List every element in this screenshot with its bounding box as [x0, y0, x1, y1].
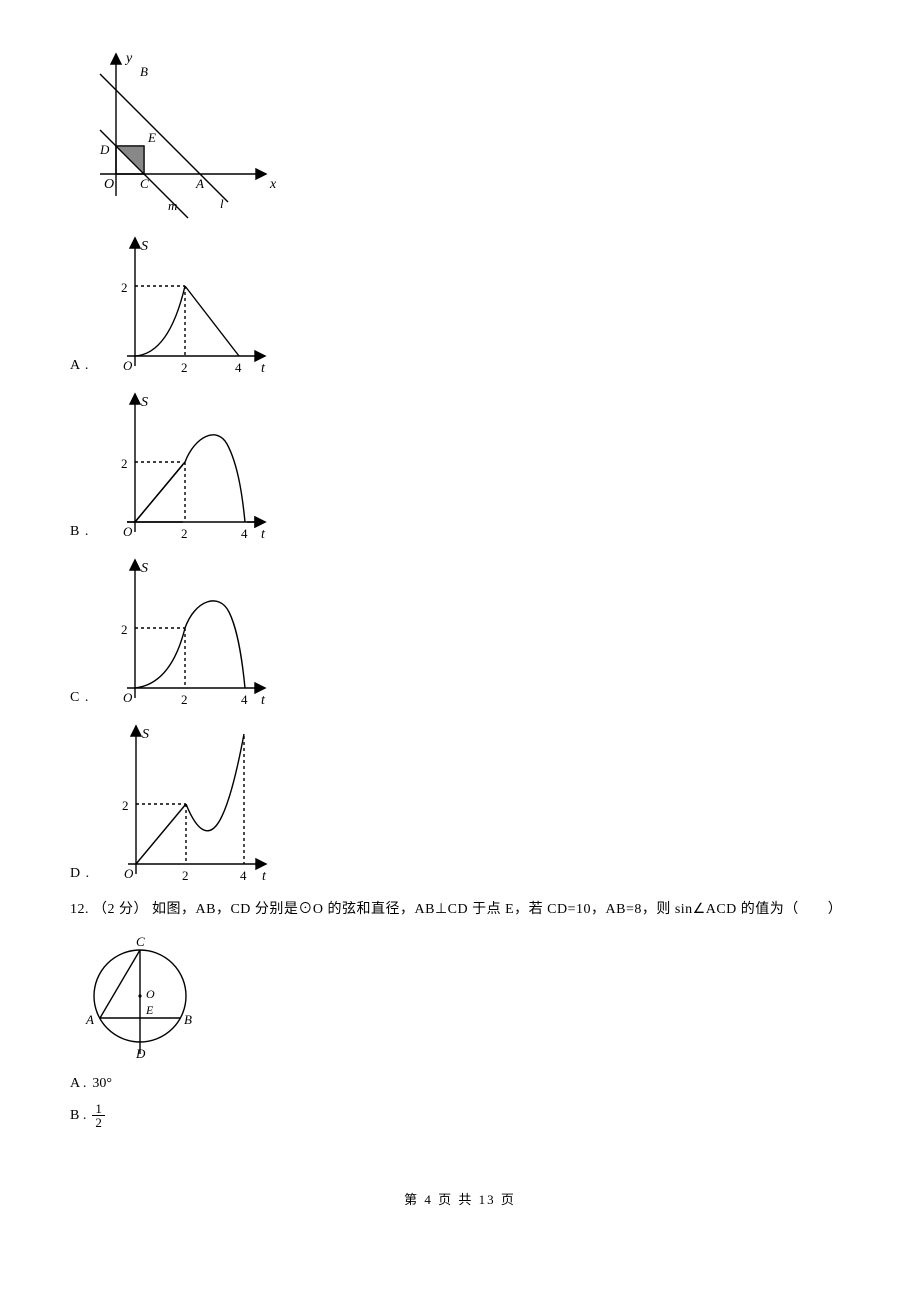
q12-number: 12. — [70, 902, 89, 917]
optB-xlabel: t — [261, 527, 266, 542]
optC-origin: O — [123, 690, 133, 705]
q12-points: （2 分） — [93, 902, 148, 917]
optD-ylabel: S — [142, 727, 149, 742]
option-A-row: A . 2 O 2 4 S t — [70, 228, 850, 378]
option-B-graph: 2 O 2 4 S t — [97, 384, 277, 544]
label-O: O — [104, 177, 114, 192]
option-B-label: B . — [70, 524, 89, 544]
q12-ansA-label: A . — [70, 1076, 86, 1092]
q12-figure-row: C D A B O E — [70, 926, 850, 1066]
q12-ansA-value: 30° — [92, 1076, 112, 1092]
q12-ansB-label: B . — [70, 1108, 86, 1124]
optD-x4: 4 — [240, 868, 247, 883]
q12-C: C — [136, 934, 145, 949]
label-A: A — [195, 176, 204, 191]
optC-x4: 4 — [241, 692, 248, 707]
main-diagram: O x y C D E A B l m — [70, 46, 282, 222]
q12-E: E — [145, 1003, 154, 1017]
optD-x2: 2 — [182, 868, 189, 883]
option-C-label: C . — [70, 690, 89, 710]
label-m: m — [168, 198, 177, 213]
optB-ylabel: S — [141, 395, 148, 410]
q12-ansB: B . 1 2 — [70, 1102, 850, 1129]
optA-x4: 4 — [235, 360, 242, 375]
q12-O: O — [146, 987, 155, 1001]
option-D-row: D . 2 O 2 4 S t — [70, 716, 850, 886]
optB-origin: O — [123, 524, 133, 539]
label-y: y — [124, 51, 133, 66]
optC-ymark: 2 — [121, 622, 128, 637]
q12-B: B — [184, 1012, 192, 1027]
footer-cur: 4 — [424, 1192, 433, 1207]
footer-total: 13 — [479, 1192, 496, 1207]
optB-x4: 4 — [241, 526, 248, 541]
optC-ylabel: S — [141, 561, 148, 576]
q12-line: 12. （2 分） 如图，AB，CD 分别是⊙O 的弦和直径，AB⊥CD 于点 … — [70, 898, 850, 918]
label-D: D — [99, 142, 110, 157]
optD-origin: O — [124, 866, 134, 881]
label-B: B — [140, 64, 148, 79]
optA-xlabel: t — [261, 361, 266, 376]
page-footer: 第 4 页 共 13 页 — [0, 1189, 920, 1228]
q12-text: 如图，AB，CD 分别是⊙O 的弦和直径，AB⊥CD 于点 E，若 CD=10，… — [152, 902, 842, 917]
option-A-graph: 2 O 2 4 S t — [97, 228, 277, 378]
optA-x2: 2 — [181, 360, 188, 375]
optD-ymark: 2 — [122, 798, 129, 813]
option-A-label: A . — [70, 358, 89, 378]
label-C: C — [140, 176, 149, 191]
main-diagram-row: O x y C D E A B l m — [70, 46, 850, 222]
q12-circle: C D A B O E — [70, 926, 210, 1066]
option-C-row: C . 2 O 2 4 S t — [70, 550, 850, 710]
optC-xlabel: t — [261, 693, 266, 708]
optA-ymark: 2 — [121, 280, 128, 295]
optA-origin: O — [123, 358, 133, 373]
q12-ansA: A . 30° — [70, 1076, 850, 1092]
optA-ylabel: S — [141, 239, 148, 254]
label-E: E — [147, 130, 156, 145]
optB-ymark: 2 — [121, 456, 128, 471]
label-x: x — [269, 177, 277, 192]
option-D-label: D . — [70, 866, 90, 886]
q12-D: D — [135, 1046, 146, 1061]
q12-A: A — [85, 1012, 94, 1027]
optD-xlabel: t — [262, 869, 267, 884]
label-l: l — [220, 196, 224, 211]
optC-x2: 2 — [181, 692, 188, 707]
q12-ansB-num: 1 — [92, 1102, 105, 1116]
option-B-row: B . — [70, 384, 850, 544]
option-D-graph: 2 O 2 4 S t — [98, 716, 278, 886]
q12-ansB-den: 2 — [92, 1116, 105, 1129]
optB-x2: 2 — [181, 526, 188, 541]
option-C-graph: 2 O 2 4 S t — [97, 550, 277, 710]
